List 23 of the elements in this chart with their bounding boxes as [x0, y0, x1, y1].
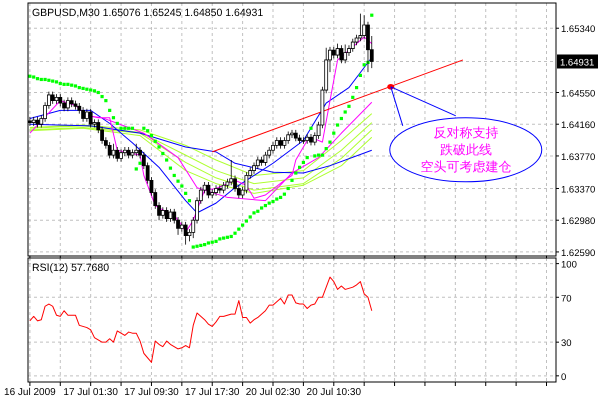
y-tick-label: 1.64160: [561, 120, 596, 132]
ref-line-label: 1.64931: [560, 57, 594, 68]
chart-title: GBPUSD,M30 1.65076 1.65245 1.64850 1.64931: [32, 7, 264, 19]
x-tick-label: 20 Jul 02:30: [246, 387, 301, 398]
y-tick-label: 100: [561, 260, 577, 271]
chart-title: RSI(12) 57.7680: [32, 262, 110, 274]
annotation: 跌破此线: [440, 142, 492, 158]
y-tick-label: 1.62980: [561, 216, 596, 228]
y-tick-label: 1.65340: [561, 24, 596, 36]
y-tick-label: 1.64550: [561, 88, 596, 100]
y-tick-label: 0: [561, 372, 566, 383]
y-tick-label: 1.63770: [561, 152, 596, 163]
y-tick-label: 70: [561, 293, 572, 304]
x-tick-label: 20 Jul 10:30: [306, 387, 362, 398]
x-tick-label: 17 Jul 09:30: [124, 387, 180, 398]
x-tick-label: 17 Jul 17:30: [184, 387, 240, 398]
annotation: 空头可考虑建仓: [420, 160, 512, 175]
annotation: 反对称支持: [433, 126, 498, 141]
y-tick-label: 1.63370: [561, 184, 596, 196]
y-tick-label: 30: [561, 338, 572, 350]
y-tick-label: 1.62590: [561, 248, 596, 259]
x-tick-label: 17 Jul 01:30: [63, 387, 118, 398]
x-tick-label: 16 Jul 2009: [4, 387, 56, 398]
